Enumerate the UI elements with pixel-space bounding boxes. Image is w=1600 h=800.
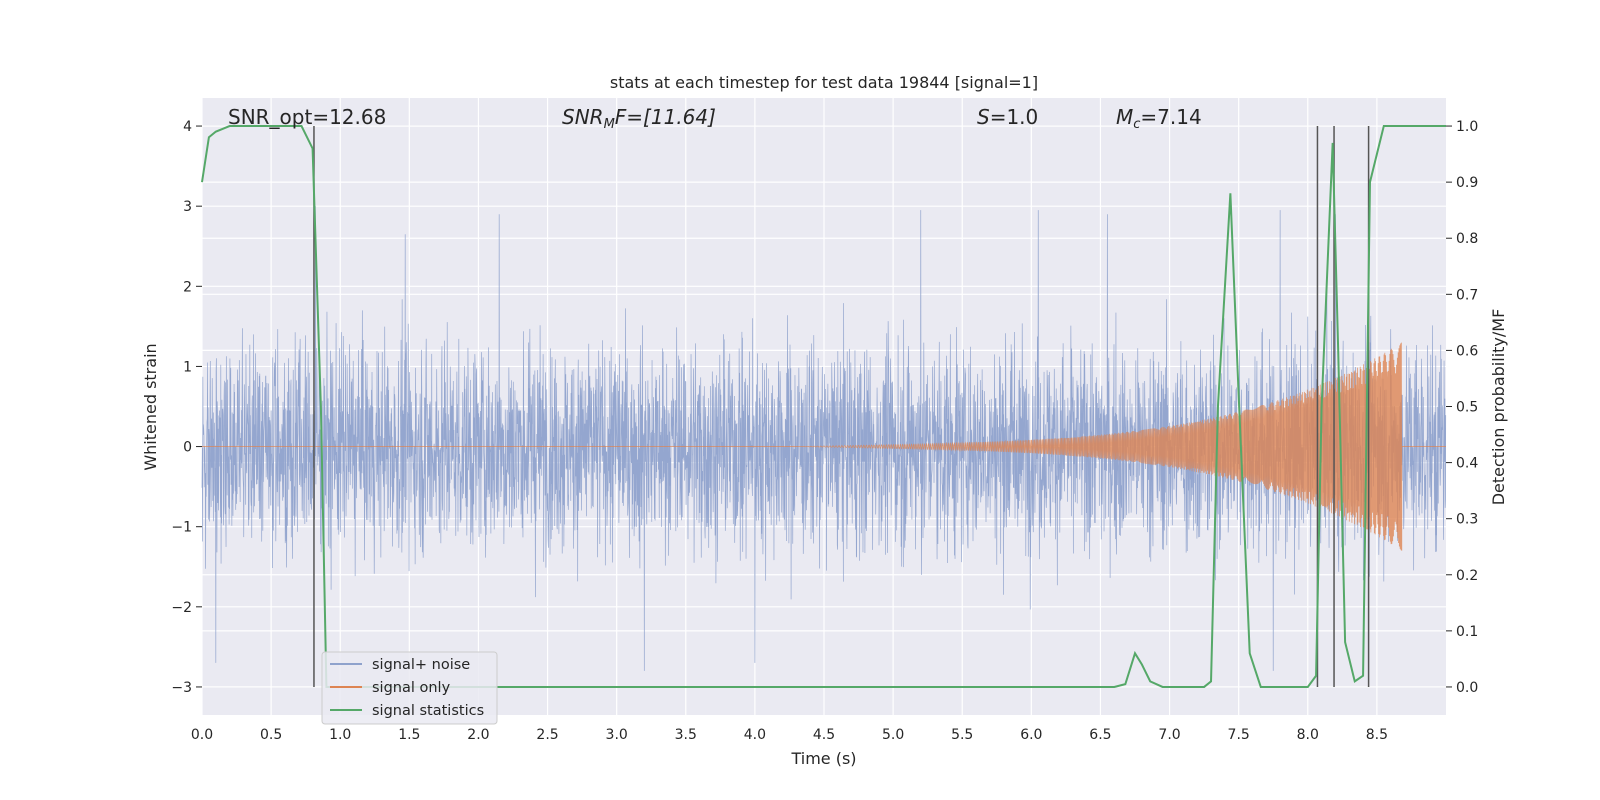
x-tick-label: 5.5	[951, 727, 973, 743]
x-tick-label: 2.5	[536, 727, 558, 743]
annotation-snr-mf: SNRMF=[11.64]	[562, 105, 716, 132]
chart-title: stats at each timestep for test data 198…	[610, 73, 1038, 92]
x-tick-label: 2.0	[467, 727, 489, 743]
x-tick-label: 4.0	[744, 727, 766, 743]
legend-label-signal-noise: signal+ noise	[372, 657, 470, 673]
x-tick-label: 4.5	[813, 727, 835, 743]
y2-tick-label: 0.9	[1456, 175, 1478, 191]
x-tick-label: 3.5	[675, 727, 697, 743]
y2-tick-label: 0.2	[1456, 568, 1478, 584]
y2-tick-label: 0.7	[1456, 287, 1478, 303]
x-tick-label: 8.5	[1366, 727, 1388, 743]
signal-only-line	[201, 342, 1446, 551]
series-signal-statistics	[201, 125, 1446, 688]
y-tick-label: 0	[183, 440, 192, 456]
x-axis-ticks: 0.0 0.5 1.0 1.5 2.0 2.5 3.0 3.5 4.0 4.5 5.0 5.5 6.0 6…	[191, 727, 1388, 743]
y-tick-label: 2	[183, 279, 192, 295]
y-axis-ticks: 4 3 2 1 0 −1 −2 −3	[171, 119, 202, 696]
x-tick-label: 5.0	[882, 727, 904, 743]
y-axis-label: Whitened strain	[141, 343, 160, 470]
y-tick-label: 1	[183, 359, 192, 375]
x-axis-label: Time (s)	[790, 749, 856, 768]
y-tick-label: 3	[183, 199, 192, 215]
y2-tick-label: 0.3	[1456, 512, 1478, 528]
legend-label-signal-only: signal only	[372, 680, 451, 696]
x-tick-label: 8.0	[1297, 727, 1319, 743]
annotation-s: S=1.0	[977, 105, 1038, 129]
y2-axis-label: Detection probability/MF	[1489, 309, 1508, 506]
x-tick-label: 1.5	[398, 727, 420, 743]
legend: signal+ noise signal only signal statist…	[321, 651, 498, 725]
x-tick-label: 3.0	[606, 727, 628, 743]
y-tick-label: −3	[171, 680, 192, 696]
x-tick-label: 0.5	[260, 727, 282, 743]
grid-lines	[201, 98, 1446, 715]
y2-tick-label: 0.8	[1456, 231, 1478, 247]
x-tick-label: 1.0	[329, 727, 351, 743]
legend-label-signal-statistics: signal statistics	[372, 703, 484, 719]
x-tick-label: 7.0	[1158, 727, 1180, 743]
y2-axis-ticks: 1.0 0.9 0.8 0.7 0.6 0.5 0.4 0.3 0.2 0.1 0.0	[1446, 119, 1478, 696]
y2-tick-label: 0.5	[1456, 400, 1478, 416]
x-tick-label: 6.0	[1020, 727, 1042, 743]
annotation-snr-opt: SNR_opt=12.68	[228, 105, 386, 129]
y-tick-label: −2	[171, 600, 192, 616]
y-tick-label: 4	[183, 119, 192, 135]
x-tick-label: 0.0	[191, 727, 213, 743]
signal-statistics-line	[201, 125, 1446, 688]
series-signal-only	[201, 342, 1446, 551]
y2-tick-label: 0.4	[1456, 456, 1478, 472]
annotation-mc: Mc=7.14	[1116, 105, 1202, 132]
y2-tick-label: 0.0	[1456, 680, 1478, 696]
x-tick-label: 7.5	[1228, 727, 1250, 743]
y-tick-label: −1	[171, 520, 192, 536]
y2-tick-label: 1.0	[1456, 119, 1478, 135]
x-tick-label: 6.5	[1089, 727, 1111, 743]
y2-tick-label: 0.1	[1456, 624, 1478, 640]
y2-tick-label: 0.6	[1456, 343, 1478, 359]
